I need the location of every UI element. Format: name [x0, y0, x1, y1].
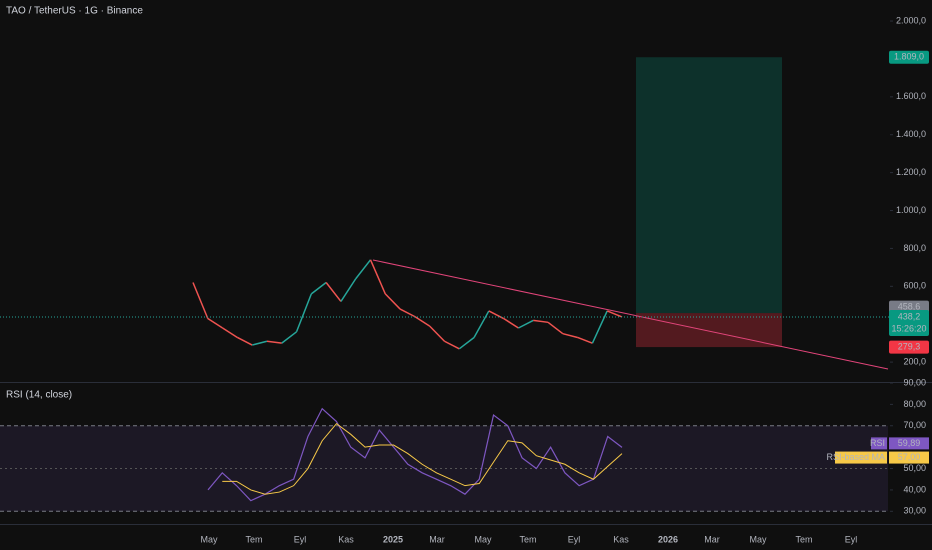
time-label: May — [200, 534, 218, 544]
time-label: Mar — [429, 534, 445, 544]
time-label: Tem — [795, 534, 812, 544]
rsi-line — [207, 407, 623, 502]
rsi-name: RSI — [870, 438, 885, 448]
time-label: Eyl — [294, 534, 307, 544]
time-label: Kas — [338, 534, 354, 544]
price-segment — [369, 259, 386, 295]
price-segment — [399, 308, 416, 318]
time-label: Tem — [519, 534, 536, 544]
price-segment — [547, 321, 564, 335]
price-segment — [577, 336, 593, 344]
price-badge-label: 279,3 — [898, 341, 921, 351]
last-badge-label: 438,2 — [898, 311, 921, 321]
rsi-name-badge — [871, 437, 887, 450]
price-segment — [281, 331, 298, 344]
price-segment — [295, 293, 313, 333]
price-segment — [237, 336, 253, 346]
rsi-tick-label: 40,00 — [903, 484, 926, 494]
rsi-title: RSI (14, close) — [6, 390, 72, 401]
time-label: 2025 — [383, 534, 403, 544]
price-tick-label: 1.400,0 — [896, 129, 926, 139]
symbol-title: TAO / TetherUS · 1G · Binance — [6, 6, 143, 17]
time-label: Kas — [613, 534, 629, 544]
price-segment — [444, 340, 460, 350]
price-segment — [414, 315, 431, 327]
time-label: 2026 — [658, 534, 678, 544]
price-segment — [192, 282, 209, 319]
rsi-tick-label: 80,00 — [903, 399, 926, 409]
price-segment — [325, 282, 342, 302]
price-badge — [889, 50, 929, 64]
price-segment — [562, 332, 578, 339]
rsi-tick-label: 30,00 — [903, 506, 926, 516]
price-tick-label: 1.200,0 — [896, 167, 926, 177]
time-label: Eyl — [568, 534, 581, 544]
target-zone — [636, 57, 782, 314]
time-label: May — [749, 534, 767, 544]
time-label: Tem — [245, 534, 262, 544]
price-segment — [473, 310, 490, 338]
price-tick-label: 1.000,0 — [896, 205, 926, 215]
price-tick-label: 200,0 — [903, 356, 926, 366]
rsi-name: RSI-based MA — [826, 452, 885, 462]
rsi-value-badge — [889, 451, 929, 464]
time-label: Mar — [704, 534, 720, 544]
time-label: May — [474, 534, 492, 544]
price-badge-label: 1.809,0 — [894, 52, 924, 62]
price-segment — [222, 327, 238, 339]
rsi-line — [222, 422, 623, 495]
rsi-tick-label: 70,00 — [903, 420, 926, 430]
price-segment — [591, 310, 608, 344]
time-label: Eyl — [845, 534, 858, 544]
price-tick-label: 2.000,0 — [896, 15, 926, 25]
price-segment — [518, 319, 534, 329]
price-badge-label: 458,6 — [898, 301, 921, 311]
price-segment — [533, 319, 549, 324]
price-segment — [310, 281, 327, 295]
price-tick-label: 1.600,0 — [896, 91, 926, 101]
price-badge — [889, 340, 929, 354]
price-tick-label: 600,0 — [903, 281, 926, 291]
price-segment — [355, 259, 372, 280]
price-segment — [606, 310, 623, 318]
price-segment — [207, 317, 223, 329]
countdown: 15:26:20 — [891, 323, 926, 333]
rsi-value: 57,00 — [898, 452, 921, 462]
rsi-value: 59,89 — [898, 438, 921, 448]
rsi-value-badge — [889, 437, 929, 450]
price-segment — [429, 325, 446, 342]
price-segment — [384, 293, 401, 310]
rsi-band — [0, 425, 888, 512]
rsi-tick-label: 90,00 — [903, 377, 926, 387]
rsi-tick-label: 50,00 — [903, 463, 926, 473]
price-segment — [251, 340, 268, 346]
price-segment — [266, 340, 282, 344]
price-segment — [458, 336, 475, 350]
price-segment — [503, 317, 519, 329]
trend-line — [372, 259, 889, 370]
price-tick-label: 800,0 — [903, 243, 926, 253]
price-segment — [340, 278, 357, 302]
last-badge — [889, 309, 929, 336]
rsi-name-badge — [835, 451, 887, 464]
